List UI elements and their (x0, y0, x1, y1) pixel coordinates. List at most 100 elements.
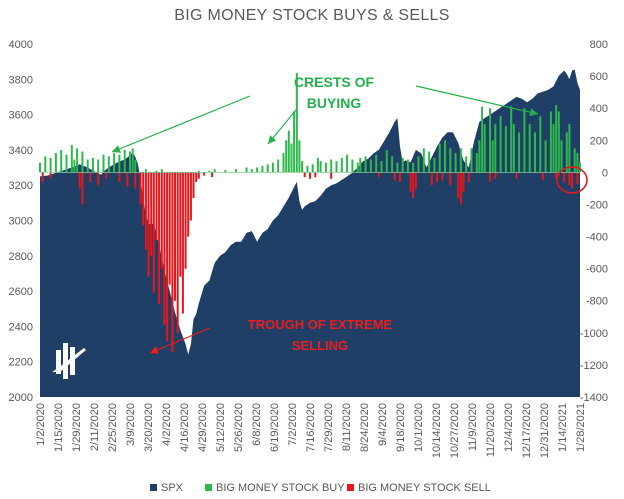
sell-bar (430, 172, 433, 186)
buy-bar (576, 153, 579, 173)
buy-bar (134, 159, 137, 173)
buy-bar (70, 145, 73, 173)
buy-bar (544, 140, 547, 173)
x-tick-label: 6/19/2020 (269, 403, 281, 452)
x-tick-label: 1/29/2020 (71, 403, 83, 452)
buy-bar (330, 159, 333, 173)
buy-bar (213, 169, 216, 173)
x-tick-label: 4/16/2020 (179, 403, 191, 452)
x-tick-label: 11/9/2020 (467, 403, 479, 451)
buy-bar (287, 130, 290, 173)
x-tick-label: 11/20/2020 (485, 403, 497, 457)
sell-bar (303, 172, 306, 178)
buy-bar (113, 153, 116, 173)
buy-bar (449, 148, 452, 173)
x-tick-label: 7/29/2020 (323, 403, 335, 452)
sell-bar (171, 172, 174, 353)
buy-bar (144, 169, 147, 173)
sell-bar (197, 172, 200, 179)
buy-bar (523, 108, 526, 173)
x-tick-label: 9/18/2020 (395, 403, 407, 452)
right-tick-label: 0 (602, 167, 608, 179)
sell-bar (118, 172, 121, 182)
sell-bar (78, 172, 81, 189)
sell-bar (176, 172, 179, 333)
logo-icon (52, 343, 86, 379)
trough-label-line1: TROUGH OF EXTREME (248, 317, 393, 332)
sell-bar (576, 172, 579, 184)
buy-bar (290, 143, 293, 173)
sell-bar (211, 172, 214, 178)
buy-bar (234, 169, 237, 173)
trough-label-line2: SELLING (292, 338, 348, 353)
sell-bar (571, 172, 574, 189)
buy-bar (369, 159, 372, 173)
crest-arrow-left (111, 95, 251, 153)
legend-swatch (347, 484, 354, 491)
buy-bar (412, 162, 415, 173)
buy-bar (555, 105, 558, 173)
buy-bar (483, 124, 486, 173)
right-tick-label: -200 (586, 200, 608, 212)
buy-bar (380, 161, 383, 173)
x-tick-label: 12/4/2020 (503, 403, 515, 452)
sell-bar (441, 172, 444, 181)
bars-layer (39, 72, 581, 353)
buy-bar (65, 154, 68, 173)
x-tick-label: 9/4/2020 (377, 403, 389, 446)
left-tick-label: 3000 (9, 216, 33, 228)
buy-bar (73, 159, 76, 173)
sell-bar (187, 172, 190, 237)
buy-bar (364, 156, 367, 173)
buy-bar (208, 170, 211, 173)
sell-bar (195, 172, 198, 182)
buy-bar (433, 157, 436, 173)
sell-bar (555, 172, 558, 179)
sell-bar (41, 172, 44, 182)
buy-bar (568, 124, 571, 173)
buy-bar (277, 159, 280, 173)
left-tick-label: 2000 (9, 392, 33, 404)
buy-bar (494, 124, 497, 173)
buy-bar (118, 154, 121, 173)
sell-bar (89, 172, 92, 182)
buy-bar (250, 169, 253, 173)
sell-bar (179, 172, 182, 277)
buy-bar (359, 157, 362, 173)
buy-bar (91, 157, 94, 173)
x-tick-label: 1/15/2020 (53, 403, 65, 452)
sell-bar (309, 172, 311, 179)
x-tick-label: 5/26/2020 (233, 403, 245, 452)
left-tick-label: 3800 (9, 74, 33, 86)
left-tick-label: 2800 (9, 251, 33, 263)
sell-bar (160, 172, 163, 269)
sell-bar (81, 172, 84, 205)
buy-bar (76, 148, 79, 173)
x-tick-label: 1/2/2020 (35, 403, 47, 446)
buy-bar (293, 111, 296, 173)
crest-label-line1: CRESTS OF (294, 74, 375, 90)
legend-swatch (150, 484, 157, 491)
buy-bar (552, 124, 555, 173)
buy-bar (438, 143, 441, 173)
buy-bar (44, 156, 47, 173)
sell-bar (449, 172, 452, 186)
buy-bar (573, 148, 576, 173)
buy-bar (396, 162, 399, 173)
sell-bar (97, 172, 100, 186)
buy-bar (391, 156, 394, 173)
chart-title: BIG MONEY STOCK BUYS & SELLS (174, 7, 449, 24)
x-tick-label: 1/14/2021 (557, 403, 569, 452)
sell-bar (155, 172, 158, 240)
left-tick-label: 2200 (9, 357, 33, 369)
buy-bar (565, 132, 568, 173)
buy-bar (266, 164, 269, 173)
right-tick-label: -1200 (580, 360, 608, 372)
buy-bar (123, 149, 126, 173)
x-tick-label: 2/25/2020 (107, 403, 119, 452)
buy-bar (465, 156, 468, 173)
x-tick-label: 7/2/2020 (287, 403, 299, 446)
highlight-circle (556, 166, 588, 194)
buy-bar (385, 149, 388, 173)
right-tick-label: 600 (590, 71, 608, 83)
